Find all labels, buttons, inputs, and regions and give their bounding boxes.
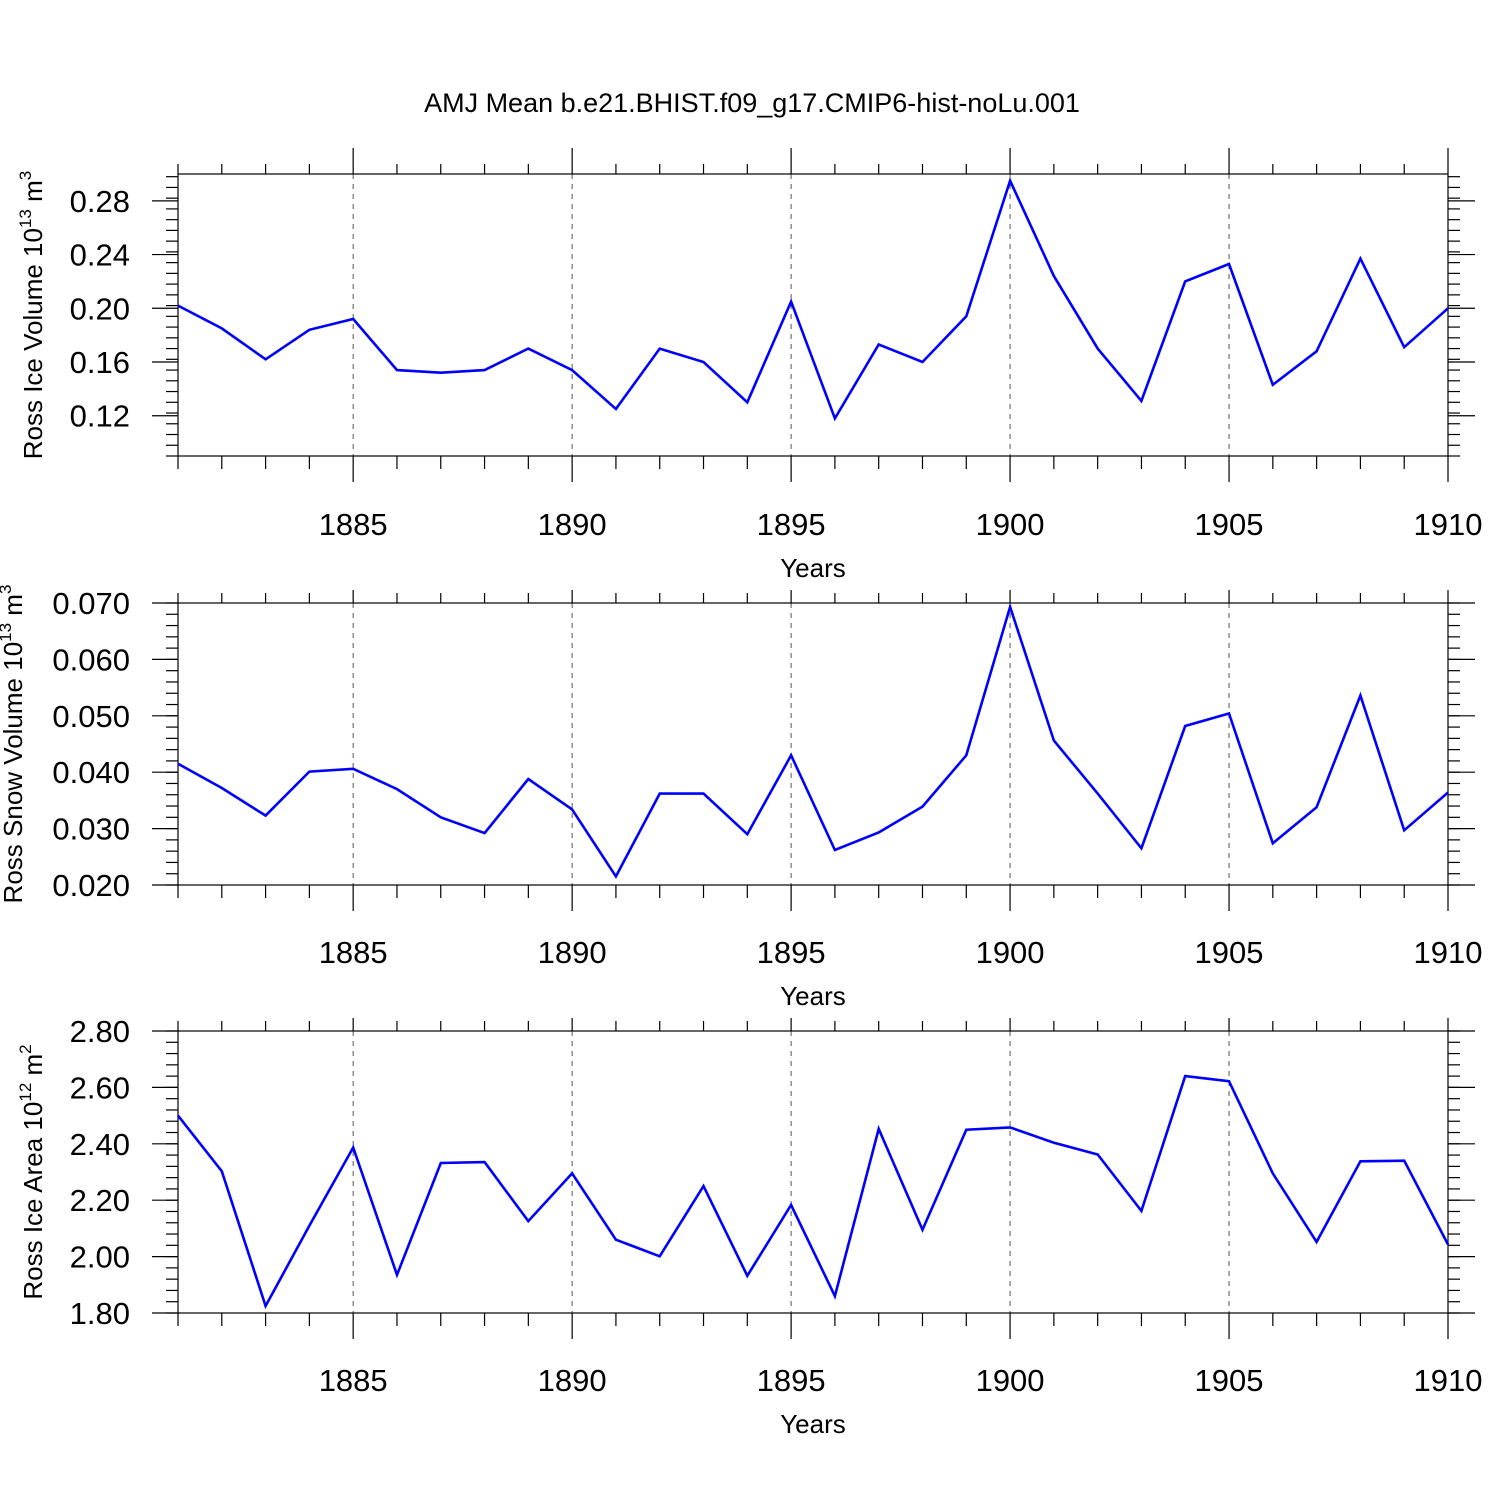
x-tick-label: 1900 [976,1363,1045,1398]
y-axis-title: Ross Ice Volume 1013 m3 [16,171,48,460]
y-axis-title-exponent: 12 [16,1083,35,1102]
x-tick-label: 1885 [319,507,388,542]
y-axis-title-unit-exponent: 3 [0,585,15,594]
series-line [176,1074,1450,1310]
y-tick-label: 0.050 [52,699,130,734]
y-tick-label: 0.030 [52,812,130,847]
chart-panels: 0.12 0.16 0.20 0.24 0.28 1885 1890 1895 1900 1905… [0,148,1482,1439]
y-tick-label: 0.28 [70,184,130,219]
panel-2: 0.020 0.030 0.040 0.050 0.060 0.070 1885 1890 18… [0,585,1482,1011]
y-axis-title-unit: m [0,594,28,623]
x-tick-label: 1900 [976,507,1045,542]
x-tick-label: 1905 [1195,935,1264,970]
y-axis-title-main: Ross Ice Volume 10 [18,228,48,459]
y-axis-title: Ross Ice Area 1012 m2 [16,1044,48,1299]
y-axis-title-main: Ross Ice Area 10 [18,1102,48,1300]
y-tick-label: 2.00 [70,1240,130,1275]
x-tick-label: 1900 [976,935,1045,970]
x-tick-label: 1890 [538,507,607,542]
y-axis-title-exponent: 13 [0,623,15,642]
y-tick-label: 0.060 [52,642,130,677]
panel-1: 0.12 0.16 0.20 0.24 0.28 1885 1890 1895 1900 1905… [16,148,1482,583]
y-axis-title: Ross Snow Volume 1013 m3 [0,585,28,904]
series-line [177,177,1449,422]
x-tick-label: 1890 [538,1363,607,1398]
y-axis-title-unit: m [18,180,48,209]
x-axis-title: Years [780,553,846,583]
plot-frame [177,1030,1449,1314]
x-tick-label: 1910 [1414,507,1483,542]
x-axis-title: Years [780,1409,846,1439]
y-tick-label: 2.20 [70,1183,130,1218]
y-axis-title-exponent: 13 [16,209,35,228]
x-tick-label: 1890 [538,935,607,970]
panel-3: 1.80 2.00 2.20 2.40 2.60 2.80 1885 1890 1895 1900… [16,1014,1482,1439]
figure-title: AMJ Mean b.e21.BHIST.f09_g17.CMIP6-hist-… [424,88,1080,118]
y-axis-title-unit-exponent: 2 [16,1044,35,1053]
y-tick-label: 1.80 [70,1296,130,1331]
x-tick-label: 1885 [319,1363,388,1398]
y-tick-label: 0.16 [70,345,130,380]
plot-frame [177,173,1449,457]
y-tick-label: 0.24 [70,238,130,273]
y-tick-label: 2.60 [70,1070,130,1105]
y-tick-label: 0.020 [52,868,130,903]
y-axis-title-main: Ross Snow Volume 10 [0,642,28,904]
x-tick-label: 1895 [757,1363,826,1398]
y-axis-title-unit-exponent: 3 [16,171,35,180]
x-axis-title: Years [780,981,846,1011]
y-tick-label: 0.040 [52,755,130,790]
x-tick-label: 1885 [319,935,388,970]
x-tick-label: 1910 [1414,935,1483,970]
x-tick-label: 1895 [757,935,826,970]
y-tick-label: 2.40 [70,1127,130,1162]
x-tick-label: 1910 [1414,1363,1483,1398]
y-tick-label: 2.80 [70,1014,130,1049]
y-tick-label: 0.12 [70,399,130,434]
x-tick-label: 1905 [1195,1363,1264,1398]
x-tick-label: 1905 [1195,507,1264,542]
y-axis-title-unit: m [18,1054,48,1083]
y-tick-label: 0.070 [52,586,130,621]
plot-frame [177,602,1449,886]
y-tick-label: 0.20 [70,291,130,326]
series-line [177,602,1449,880]
x-tick-label: 1895 [757,507,826,542]
